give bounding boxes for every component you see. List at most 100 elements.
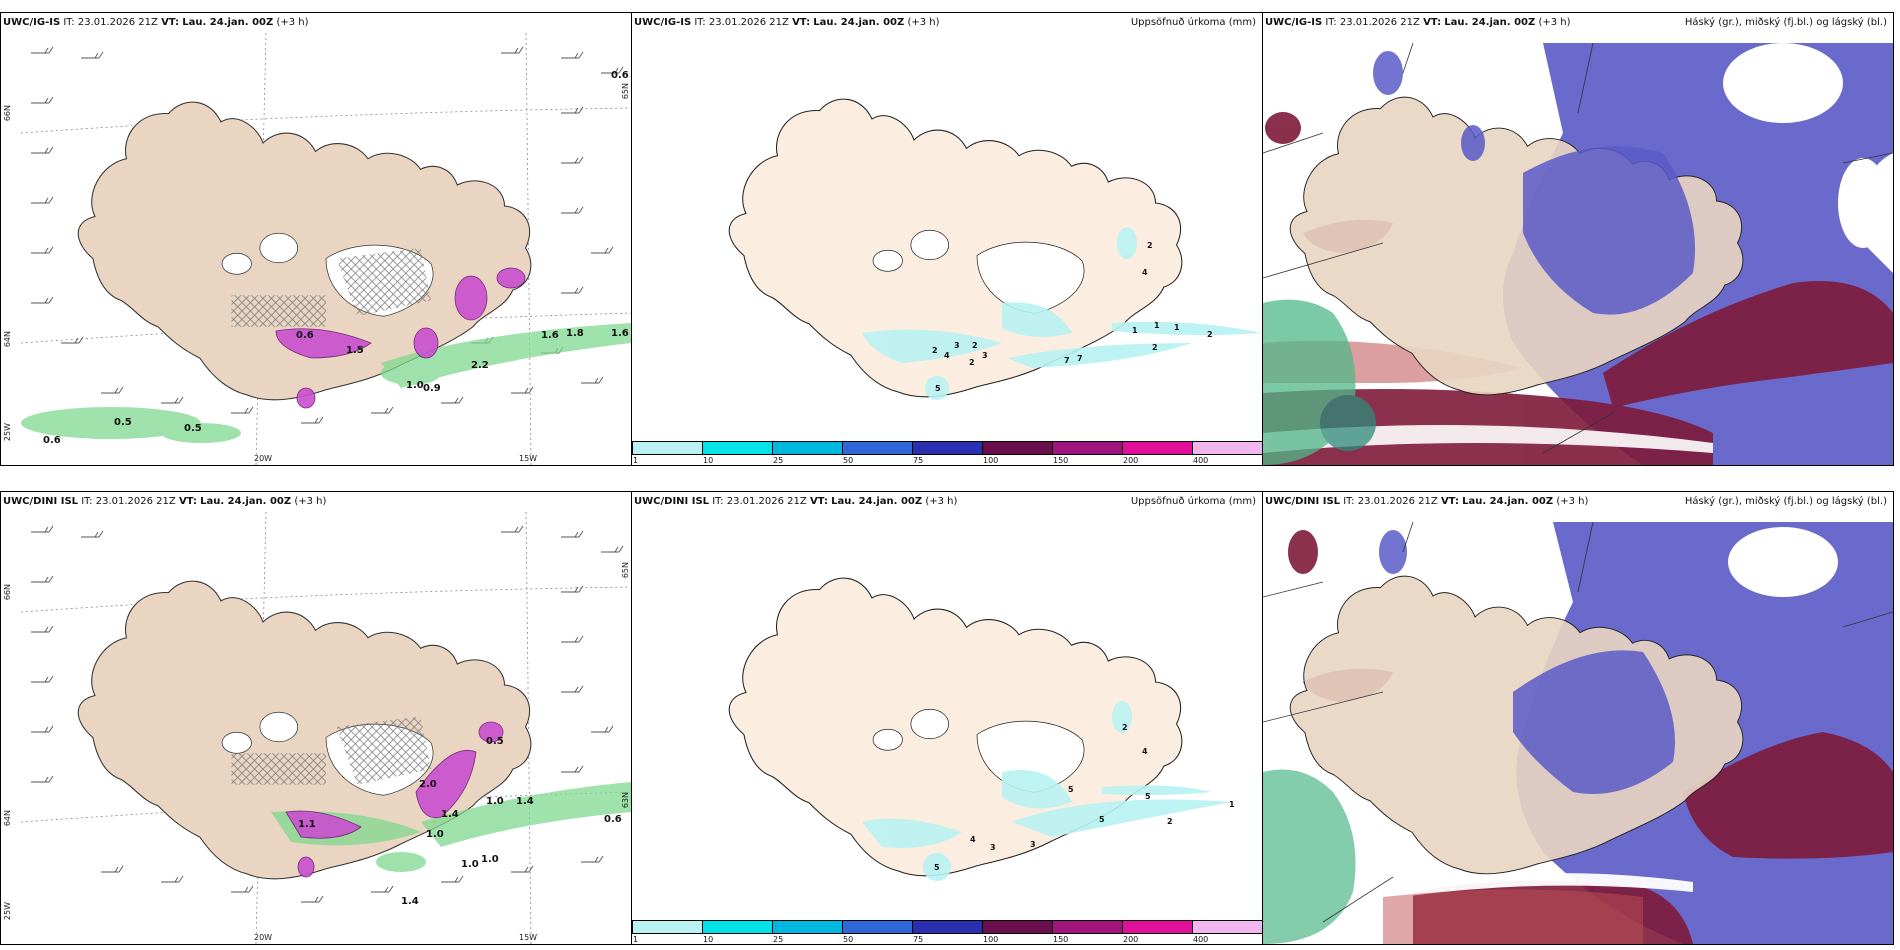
- panel-top-mid: UWC/IG-IS IT: 23.01.2026 21Z VT: Lau. 24…: [631, 12, 1263, 466]
- svg-text:1.6: 1.6: [541, 330, 559, 341]
- colorbar-swatch: [772, 441, 843, 455]
- panel-bottom-left: UWC/DINI ISL IT: 23.01.2026 21Z VT: Lau.…: [0, 491, 632, 945]
- svg-text:1.0: 1.0: [406, 380, 424, 391]
- svg-text:5: 5: [1068, 785, 1074, 794]
- colorbar-swatch: [982, 920, 1053, 934]
- svg-text:1.1: 1.1: [298, 819, 316, 830]
- colorbar-swatch: [1122, 920, 1193, 934]
- svg-text:0.5: 0.5: [184, 423, 202, 434]
- svg-text:0.6: 0.6: [43, 435, 61, 446]
- svg-text:2: 2: [932, 346, 938, 355]
- panel-bottom-mid: UWC/DINI ISL IT: 23.01.2026 21Z VT: Lau.…: [631, 491, 1263, 945]
- panel-title: UWC/DINI ISL IT: 23.01.2026 21Z VT: Lau.…: [634, 496, 958, 507]
- colorbar-swatch: [842, 920, 913, 934]
- colorbar-swatch: [842, 441, 913, 455]
- colorbar-swatch: [912, 920, 983, 934]
- colorbar-tick: 400: [1193, 935, 1209, 944]
- svg-text:1.0: 1.0: [481, 854, 499, 865]
- contour-labels: 0.6 1.5 1.0 0.9 2.2 0.6 0.5 0.5 0.6 1.6 …: [43, 70, 629, 446]
- svg-text:2.2: 2.2: [471, 360, 489, 371]
- svg-text:2: 2: [1207, 330, 1213, 339]
- precip-green: [21, 323, 631, 443]
- contour-labels: 1.0 1.0 1.0 1.4 2.0 1.4 0.6 1.1 1.0 1.4 …: [298, 736, 622, 907]
- lat-label: 65N: [621, 83, 630, 100]
- colorbar-tick: 1: [633, 935, 639, 944]
- svg-text:1.0: 1.0: [426, 829, 444, 840]
- svg-text:2: 2: [969, 358, 975, 367]
- svg-text:0.6: 0.6: [604, 814, 622, 825]
- colorbar-tick: 150: [1053, 935, 1069, 944]
- svg-text:3: 3: [990, 843, 996, 852]
- svg-text:0.9: 0.9: [423, 383, 441, 394]
- svg-text:1.6: 1.6: [611, 328, 629, 339]
- green-cloud: [1263, 299, 1376, 465]
- panel-subtitle: Háský (gr.), miðský (fj.bl.) og lágský (…: [1684, 17, 1887, 28]
- svg-text:5: 5: [1099, 815, 1105, 824]
- svg-text:0.5: 0.5: [486, 736, 504, 747]
- svg-text:4: 4: [1142, 747, 1148, 756]
- precip-labels: 4 3 3 5 5 5 2 1 4 2 5: [934, 723, 1235, 872]
- colorbar-tick: 200: [1123, 456, 1139, 465]
- svg-text:1: 1: [1154, 321, 1160, 330]
- svg-text:1: 1: [1174, 323, 1180, 332]
- svg-text:1.0: 1.0: [486, 796, 504, 807]
- lat-label: 64N: [3, 331, 12, 348]
- colorbar-swatch: [702, 441, 773, 455]
- svg-text:0.6: 0.6: [296, 330, 314, 341]
- colorbar-tick: 25: [773, 456, 784, 465]
- svg-text:5: 5: [935, 384, 941, 393]
- panel-title: UWC/IG-IS IT: 23.01.2026 21Z VT: Lau. 24…: [634, 17, 940, 28]
- panel-subtitle: Uppsöfnuð úrkoma (mm): [1130, 496, 1256, 507]
- svg-text:3: 3: [982, 351, 988, 360]
- cloud-cover-map: [1263, 492, 1893, 944]
- svg-text:0.6: 0.6: [611, 70, 629, 81]
- svg-text:1.0: 1.0: [461, 859, 479, 870]
- panel-title: UWC/IG-IS IT: 23.01.2026 21Z VT: Lau. 24…: [1265, 17, 1571, 28]
- svg-text:7: 7: [1077, 354, 1083, 363]
- colorbar-swatch: [632, 920, 703, 934]
- accum-precip-map: 2 4 3 2 3 2 5 7 7 1 1 2 2 4 2 1: [728, 98, 1262, 400]
- colorbar-swatch: [1052, 920, 1123, 934]
- lat-label: 65N: [621, 562, 630, 579]
- lat-label: 25W: [3, 902, 12, 921]
- lat-label: 66N: [3, 105, 12, 122]
- precip-labels: 2 4 3 2 3 2 5 7 7 1 1 2 2 4 2 1: [932, 241, 1213, 393]
- precip-cyan: [862, 227, 1262, 400]
- svg-text:2: 2: [1147, 241, 1153, 250]
- colorbar-tick: 100: [983, 935, 999, 944]
- lat-label: 64N: [3, 810, 12, 827]
- snow-magenta: [285, 721, 504, 878]
- colorbar-tick: 10: [703, 456, 714, 465]
- wind-precip-map: 1.0 1.0 1.0 1.4 2.0 1.4 0.6 1.1 1.0 1.4 …: [20, 511, 631, 944]
- precip-colorbar: 1 10 25 50 75 100 150 200 400: [632, 437, 1262, 465]
- svg-text:4: 4: [944, 351, 950, 360]
- colorbar-swatch: [772, 920, 843, 934]
- svg-text:2: 2: [1122, 723, 1128, 732]
- svg-text:7: 7: [1064, 356, 1070, 365]
- svg-text:2: 2: [1167, 817, 1173, 826]
- accum-precip-map: 4 3 3 5 5 5 2 1 4 2 5: [728, 577, 1235, 881]
- lon-label: 20W: [254, 454, 273, 463]
- svg-text:3: 3: [954, 341, 960, 350]
- colorbar-swatch: [982, 441, 1053, 455]
- precip-cyan: [862, 701, 1232, 881]
- svg-text:2: 2: [972, 341, 978, 350]
- svg-text:1.4: 1.4: [441, 809, 459, 820]
- panel-title: UWC/DINI ISL IT: 23.01.2026 21Z VT: Lau.…: [3, 496, 327, 507]
- panel-title: UWC/IG-IS IT: 23.01.2026 21Z VT: Lau. 24…: [3, 17, 309, 28]
- svg-text:5: 5: [934, 863, 940, 872]
- lat-label: 63N: [621, 792, 630, 809]
- svg-text:5: 5: [1145, 792, 1151, 801]
- green-cloud: [1263, 769, 1356, 944]
- svg-text:1.8: 1.8: [566, 328, 584, 339]
- svg-text:1: 1: [1132, 326, 1138, 335]
- colorbar-tick: 25: [773, 935, 784, 944]
- svg-text:4: 4: [1142, 268, 1148, 277]
- lon-label: 15W: [519, 933, 538, 942]
- panel-title: UWC/DINI ISL IT: 23.01.2026 21Z VT: Lau.…: [1265, 496, 1589, 507]
- lon-label: 15W: [519, 454, 538, 463]
- svg-text:1.4: 1.4: [516, 796, 534, 807]
- cloud-cover-map: [1263, 13, 1893, 465]
- svg-text:1: 1: [1229, 800, 1235, 809]
- colorbar-tick: 10: [703, 935, 714, 944]
